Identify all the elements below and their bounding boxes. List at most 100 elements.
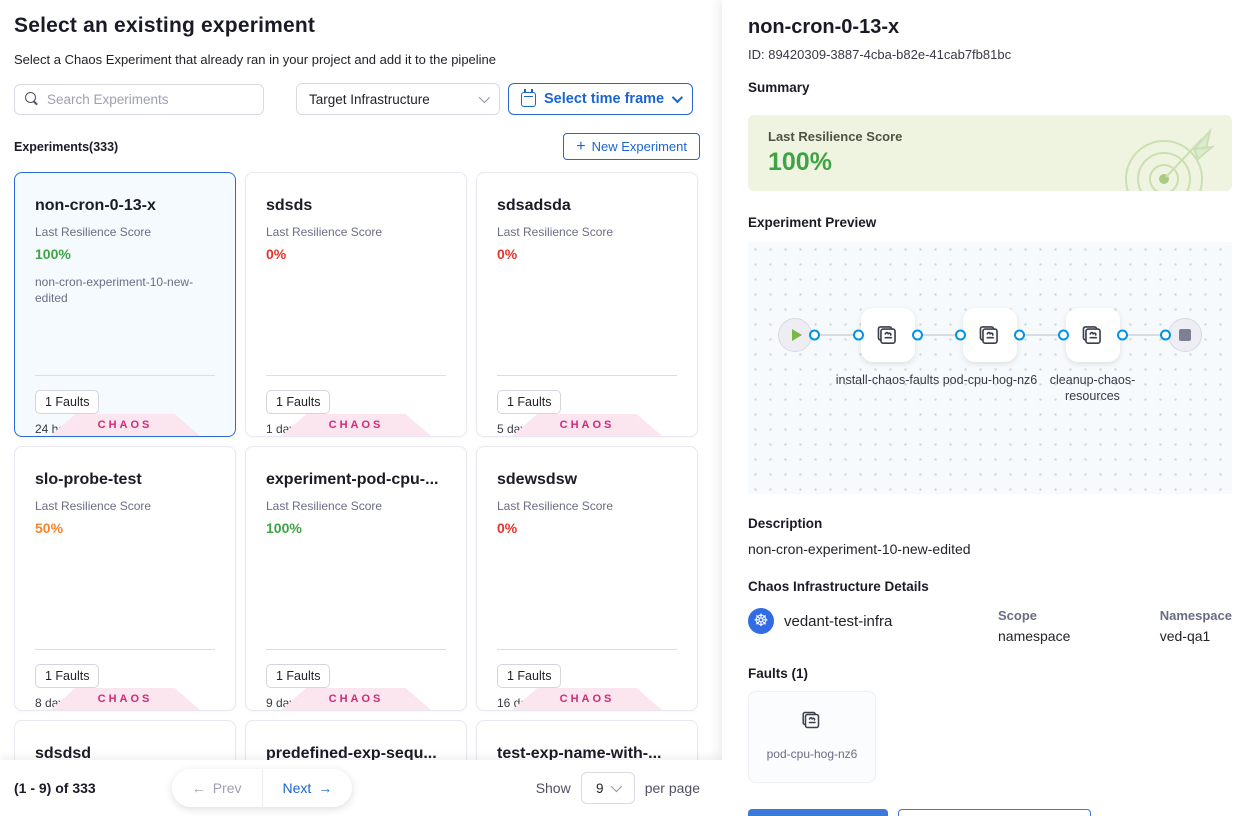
pager: ← Prev Next → — [171, 769, 353, 807]
select-time-frame-button[interactable]: Select time frame — [508, 83, 694, 115]
edit-in-chaos-studio-button[interactable]: Edit in Chaos Studio — [897, 809, 1091, 816]
faults-heading: Faults (1) — [748, 666, 809, 681]
page-range: (1 - 9) of 333 — [14, 780, 96, 796]
new-experiment-button[interactable]: + New Experiment — [563, 133, 700, 160]
page-size-value: 9 — [595, 780, 604, 796]
score-label: Last Resilience Score — [266, 225, 383, 239]
infra-name: vedant-test-infra — [784, 612, 893, 630]
experiment-card-title: slo-probe-test — [35, 471, 142, 488]
namespace-value: ved-qa1 — [1159, 628, 1211, 644]
kubernetes-icon: ☸ — [748, 608, 774, 634]
chevron-down-icon — [671, 91, 684, 104]
new-experiment-label: New Experiment — [591, 139, 687, 154]
resilience-score-label: Last Resilience Score — [768, 129, 903, 144]
experiment-card-title: experiment-pod-cpu-... — [266, 471, 439, 488]
page-subtitle: Select a Chaos Experiment that already r… — [14, 52, 497, 67]
infra-identity: ☸ vedant-test-infra — [748, 608, 998, 634]
pipeline-step-node[interactable]: pod-cpu-hog-nz6 — [943, 308, 1037, 387]
score-value: 100% — [35, 246, 71, 262]
experiments-count: Experiments(333) — [14, 139, 119, 154]
page-size-select[interactable]: 9 — [580, 772, 635, 804]
experiment-list-panel: Select an existing experiment Select a C… — [0, 0, 722, 816]
score-value: 0% — [266, 246, 287, 262]
experiment-cards-grid: non-cron-0-13-x Last Resilience Score 100%… — [14, 172, 700, 772]
divider — [497, 375, 677, 376]
target-infrastructure-value: Target Infrastructure — [309, 91, 430, 107]
add-to-pipeline-button[interactable]: Add to Pipeline — [748, 809, 888, 816]
divider — [497, 649, 677, 650]
next-label: Next — [282, 780, 312, 796]
pipeline-step-node[interactable]: install-chaos-faults — [836, 308, 939, 387]
chaos-tag: CHAOS — [512, 414, 662, 436]
pipeline-step-node[interactable]: cleanup-chaos-resources — [1050, 308, 1135, 403]
prev-page-button[interactable]: ← Prev — [171, 769, 263, 807]
chaos-tag: CHAOS — [50, 688, 200, 710]
pipeline-step-label: install-chaos-faults — [835, 373, 940, 387]
page-title: Select an existing experiment — [14, 14, 316, 37]
chaos-tag: CHAOS — [50, 414, 200, 436]
target-dart-illustration — [1125, 127, 1216, 191]
arrow-right-icon: → — [318, 780, 333, 796]
description-value: non-cron-experiment-10-new-edited — [748, 541, 971, 557]
experiment-card[interactable]: sdsds Last Resilience Score 0% 1 Faults 1 da… — [245, 172, 467, 437]
select-time-frame-label: Select time frame — [544, 91, 665, 107]
experiment-card[interactable]: experiment-pod-cpu-... Last Resilience Sc… — [245, 446, 467, 711]
stop-icon — [1179, 329, 1191, 341]
score-label: Last Resilience Score — [497, 225, 614, 239]
experiment-card-title: sdsadsda — [497, 197, 571, 214]
experiment-card[interactable]: sdewsdsw Last Resilience Score 0% 1 Faults 1… — [476, 446, 698, 711]
pipeline-edge — [1119, 334, 1168, 336]
fault-card[interactable]: pod-cpu-hog-nz6 — [748, 691, 876, 783]
namespace-field: Namespace ved-qa1 — [1160, 608, 1232, 644]
detail-actions: Add to Pipeline Edit in Chaos Studio — [748, 809, 1232, 816]
chaos-tag: CHAOS — [281, 414, 431, 436]
experiment-card-title: predefined-exp-sequ... — [266, 745, 437, 762]
experiment-detail-panel: non-cron-0-13-x ID: 89420309-3887-4cba-b… — [722, 0, 1248, 816]
page-size-group: Show 9 per page — [536, 772, 700, 804]
calendar-icon — [521, 88, 536, 107]
play-icon — [791, 329, 802, 341]
experiment-card[interactable]: non-cron-0-13-x Last Resilience Score 100%… — [14, 172, 236, 437]
fault-step-icon — [979, 326, 998, 344]
experiment-card-title: test-exp-name-with-... — [497, 745, 662, 762]
faults-chip: 1 Faults — [35, 390, 100, 414]
faults-chip: 1 Faults — [497, 664, 562, 688]
pipeline-edge — [1017, 334, 1066, 336]
faults-chip: 1 Faults — [266, 390, 331, 414]
experiment-card-title: sdewsdsw — [497, 471, 578, 488]
scope-label: Scope — [998, 608, 1038, 623]
score-label: Last Resilience Score — [35, 499, 152, 513]
experiment-card[interactable]: sdsadsda Last Resilience Score 0% 1 Faults 5… — [476, 172, 698, 437]
pipeline-step-label: cleanup-chaos-resources — [1049, 373, 1136, 404]
experiment-card[interactable]: slo-probe-test Last Resilience Score 50% 1 … — [14, 446, 236, 711]
experiment-card-title: sdsds — [266, 197, 313, 214]
next-page-button[interactable]: Next → — [262, 769, 353, 807]
score-label: Last Resilience Score — [35, 225, 152, 239]
experiment-preview-heading: Experiment Preview — [748, 215, 877, 230]
plus-icon: + — [576, 137, 586, 155]
search-icon — [25, 92, 39, 106]
pipeline-start-node[interactable] — [778, 318, 812, 352]
experiment-id: ID: 89420309-3887-4cba-b82e-41cab7fb81bc — [748, 47, 1012, 62]
pipeline-preview-canvas[interactable]: install-chaos-faults pod-cpu-hog-nz6 clean… — [748, 242, 1232, 494]
search-placeholder: Search Experiments — [47, 91, 169, 107]
scope-value: namespace — [998, 628, 1071, 644]
search-input[interactable]: Search Experiments — [14, 83, 264, 115]
divider — [266, 649, 446, 650]
target-infrastructure-select[interactable]: Target Infrastructure — [296, 83, 500, 115]
divider — [35, 375, 215, 376]
filters-row: Search Experiments Target Infrastructure… — [14, 83, 700, 115]
summary-heading: Summary — [748, 80, 810, 95]
prev-label: Prev — [212, 780, 242, 796]
fault-step-icon — [1082, 326, 1101, 344]
resilience-score-card: Last Resilience Score 100% — [748, 115, 1232, 191]
pipeline-edge — [914, 334, 963, 336]
score-value: 0% — [497, 520, 518, 536]
chevron-down-icon — [478, 91, 491, 104]
score-label: Last Resilience Score — [266, 499, 383, 513]
list-header: Experiments(333) + New Experiment — [14, 133, 700, 160]
pipeline-end-node[interactable] — [1168, 318, 1202, 352]
pagination-bar: (1 - 9) of 333 ← Prev Next → Show 9 per … — [0, 760, 722, 816]
pipeline: install-chaos-faults pod-cpu-hog-nz6 clean… — [778, 308, 1202, 403]
